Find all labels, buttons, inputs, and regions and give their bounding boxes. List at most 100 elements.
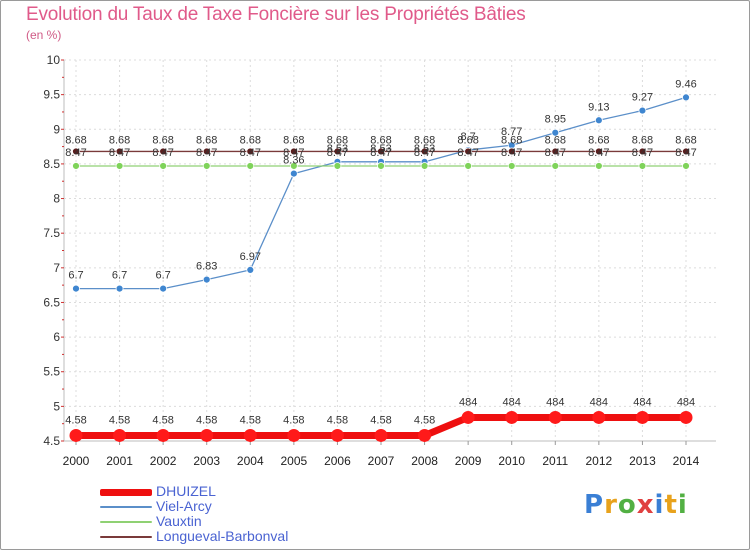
data-label: 8.68 [283, 134, 304, 146]
x-tick-label: 2005 [281, 454, 308, 468]
unit-label: (en %) [26, 28, 62, 42]
data-label: 8.47 [65, 147, 86, 159]
x-tick-label: 2004 [237, 454, 264, 468]
data-label: 484 [633, 396, 651, 408]
x-tick-label: 2006 [324, 454, 351, 468]
data-point [682, 162, 690, 170]
x-tick-label: 2012 [586, 454, 613, 468]
data-point [461, 410, 475, 424]
data-point [374, 428, 388, 442]
data-point [330, 428, 344, 442]
data-point [200, 428, 214, 442]
legend-label: DHUIZEL [156, 483, 216, 499]
data-point [594, 162, 603, 170]
data-point [159, 162, 168, 170]
data-point [505, 410, 519, 424]
data-point [72, 162, 80, 170]
data-label: 6.7 [68, 270, 83, 282]
data-point [464, 162, 473, 170]
data-point [246, 147, 255, 156]
data-label: 8.68 [109, 134, 130, 146]
logo-letter: i [654, 490, 665, 520]
data-point [115, 147, 124, 156]
data-point [420, 162, 429, 170]
logo-letter: o [617, 490, 637, 520]
data-point [420, 147, 429, 156]
data-point [682, 147, 690, 156]
data-label: 8.68 [545, 134, 566, 146]
data-label: 8.68 [65, 134, 86, 146]
data-label: 8.47 [196, 147, 217, 159]
data-point [287, 428, 301, 442]
data-label: 484 [590, 396, 608, 408]
data-label: 8.68 [632, 134, 653, 146]
data-point [289, 147, 298, 156]
x-tick-label: 2001 [106, 454, 133, 468]
data-label: 8.47 [632, 147, 653, 159]
logo-letter: x [636, 490, 655, 520]
x-tick-label: 2002 [150, 454, 177, 468]
data-label: 8.47 [327, 147, 348, 159]
x-tick-label: 2009 [455, 454, 482, 468]
data-point [464, 147, 473, 156]
data-point [638, 106, 647, 115]
data-label: 484 [459, 396, 477, 408]
logo-letter: P [584, 490, 605, 520]
x-tick-label: 2003 [193, 454, 220, 468]
data-label: 484 [677, 396, 695, 408]
data-point [246, 162, 255, 170]
data-label: 6.83 [196, 261, 217, 273]
data-label: 8.68 [501, 134, 522, 146]
y-tick-label: 10 [47, 53, 61, 67]
data-label: 8.47 [457, 147, 478, 159]
data-point [156, 428, 170, 442]
data-label: 9.13 [588, 101, 609, 113]
data-label: 8.7 [460, 131, 475, 143]
data-point [115, 162, 124, 170]
logo-letter: r [604, 490, 618, 520]
data-label: 8.47 [501, 147, 522, 159]
data-label: 8.53 [327, 143, 348, 155]
legend-label: Vauxtin [156, 513, 202, 529]
data-point [507, 162, 516, 170]
y-tick-label: 4.5 [43, 434, 60, 448]
data-point [289, 169, 298, 178]
y-tick-label: 7 [53, 261, 60, 275]
data-point [507, 147, 516, 156]
data-label: 8.95 [545, 114, 566, 126]
data-point [635, 410, 649, 424]
data-label: 8.47 [588, 147, 609, 159]
y-tick-label: 5 [53, 399, 60, 413]
legend-label: Viel-Arcy [156, 498, 212, 514]
data-point [638, 162, 647, 170]
x-tick-label: 2013 [629, 454, 656, 468]
data-point [679, 410, 693, 424]
data-point [159, 284, 168, 293]
data-label: 8.47 [370, 147, 391, 159]
y-tick-label: 9 [53, 122, 60, 136]
data-point [289, 162, 298, 170]
data-label: 8.47 [109, 147, 130, 159]
data-label: 4.58 [109, 414, 130, 426]
data-label: 8.77 [501, 126, 522, 138]
legend-swatch [100, 506, 152, 508]
data-point [202, 275, 211, 284]
data-label: 8.53 [414, 143, 435, 155]
data-label: 8.47 [675, 147, 696, 159]
legend-swatch [100, 488, 152, 496]
logo-letter: t [664, 490, 678, 520]
data-point [72, 147, 80, 156]
data-label: 4.58 [65, 414, 86, 426]
legend-label: Longueval-Barbonval [156, 528, 289, 544]
x-tick-label: 2007 [368, 454, 395, 468]
data-point [115, 284, 124, 293]
data-label: 8.68 [414, 134, 435, 146]
data-point [159, 147, 168, 156]
x-tick-label: 2010 [498, 454, 525, 468]
x-tick-label: 2008 [411, 454, 438, 468]
data-point [113, 428, 127, 442]
data-label: 484 [546, 396, 564, 408]
data-label: 8.68 [370, 134, 391, 146]
proxiti-logo: Proxiti [584, 490, 688, 520]
